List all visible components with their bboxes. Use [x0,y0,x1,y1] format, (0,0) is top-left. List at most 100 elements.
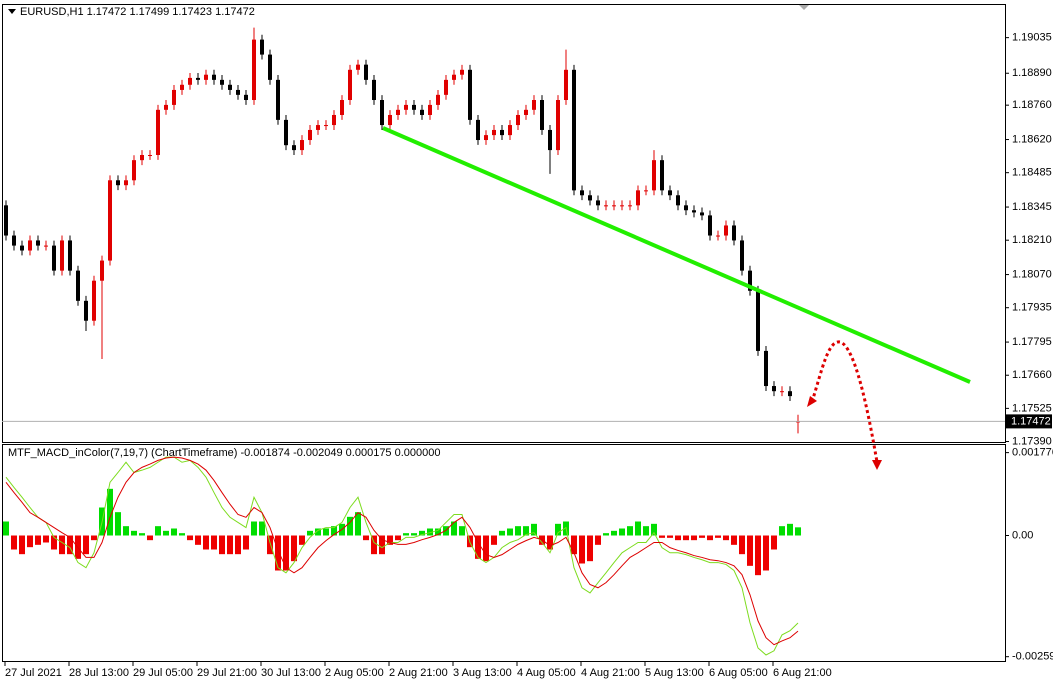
histogram-bar [307,530,313,536]
histogram-bar [731,535,737,545]
x-tick-label: 30 Jul 13:00 [261,667,321,679]
candle-body [548,129,552,151]
trend-line [382,126,971,384]
y-tick-label: 1.18890 [1012,67,1052,79]
candle-body [228,84,232,90]
candle-body [308,129,312,141]
candle-body [412,104,416,110]
current-price-box [1006,414,1052,429]
candle-body [316,125,320,130]
y-tick-label: 1.18620 [1012,133,1052,145]
histogram-bar [355,512,361,536]
histogram-bar [131,530,137,536]
histogram-bar [787,523,793,536]
histogram-bar [147,535,153,541]
x-tick-label: 2 Aug 05:00 [325,667,384,679]
candle-body [164,104,168,110]
candle-body [644,190,648,192]
candle-body [684,205,688,211]
histogram-bar [219,535,225,555]
candle-body [492,129,496,136]
histogram-bar [187,535,193,541]
histogram-bar [515,526,521,536]
histogram-bar [363,535,369,541]
histogram-bar [267,535,273,555]
chart-title: EURUSD,H1 1.17472 1.17499 1.17423 1.1747… [20,6,255,18]
candle-body [660,160,664,191]
candle-body [108,180,112,261]
x-tick-label: 27 Jul 2021 [5,667,62,679]
candle-body [124,180,128,186]
candle-body [724,225,728,236]
x-tick-label: 29 Jul 21:00 [197,667,257,679]
y-tick-label: 1.18070 [1012,268,1052,280]
candle-body [156,109,160,156]
candle-body [28,240,32,251]
candle-body [612,205,616,207]
histogram-bar [739,535,745,555]
histogram-bar [587,535,593,562]
histogram-bar [203,535,209,550]
candle-body [436,94,440,105]
x-tick-label: 2 Aug 21:00 [389,667,448,679]
x-tick-label: 3 Aug 13:00 [453,667,512,679]
candle-body [484,135,488,141]
candle-body [452,74,456,80]
y-tick-label: 1.17660 [1012,369,1052,381]
candle-body [36,240,40,246]
histogram-bar [387,535,393,545]
histogram-bar [291,535,297,562]
histogram-bar [603,533,609,536]
histogram-bar [707,535,713,541]
candle-body [380,100,384,126]
candle-body [772,386,776,392]
histogram-bar [459,526,465,536]
x-tick-label: 4 Aug 05:00 [517,667,576,679]
histogram-bar [59,535,65,555]
candle-body [572,69,576,191]
candle-body [716,235,720,237]
histogram-bar [227,535,233,555]
histogram-bar [123,526,129,536]
histogram-bar [419,530,425,536]
histogram-bar [139,533,145,536]
candle-body [580,190,584,196]
candle-body [428,104,432,115]
histogram-bar [475,535,481,559]
histogram-bar [627,526,633,536]
candle-body [188,77,192,85]
candle-body [556,100,560,151]
histogram-bar [451,521,457,536]
histogram-bar [771,535,777,550]
histogram-bar [619,528,625,536]
histogram-bar [347,516,353,536]
candle-body [516,114,520,126]
histogram-bar [715,535,721,538]
histogram-bar [659,535,665,538]
histogram-bar [523,526,529,536]
candle-body [356,64,360,70]
candle-body [132,160,136,181]
candle-body [732,225,736,241]
y-tick-label: 1.18210 [1012,234,1052,246]
histogram-bar [483,535,489,562]
histogram-bar [635,521,641,536]
candle-body [588,195,592,201]
histogram-bar [755,535,761,576]
histogram-bar [243,535,249,550]
candle-body [340,100,344,115]
candle-body [252,39,256,101]
marks: 1.19035 1.18890 1.18760 1.18620 1.18485 1.183… [2,27,1053,679]
candle-body [244,94,248,101]
candle-body [740,240,744,271]
histogram-bar [91,535,97,541]
candle-body [532,100,536,110]
histogram-bar [171,528,177,536]
candle-body [76,270,80,301]
candle-body [284,119,288,146]
histogram-bar [3,521,9,536]
candle-body [20,245,24,251]
candle-body [212,74,216,80]
candle-body [332,114,336,126]
